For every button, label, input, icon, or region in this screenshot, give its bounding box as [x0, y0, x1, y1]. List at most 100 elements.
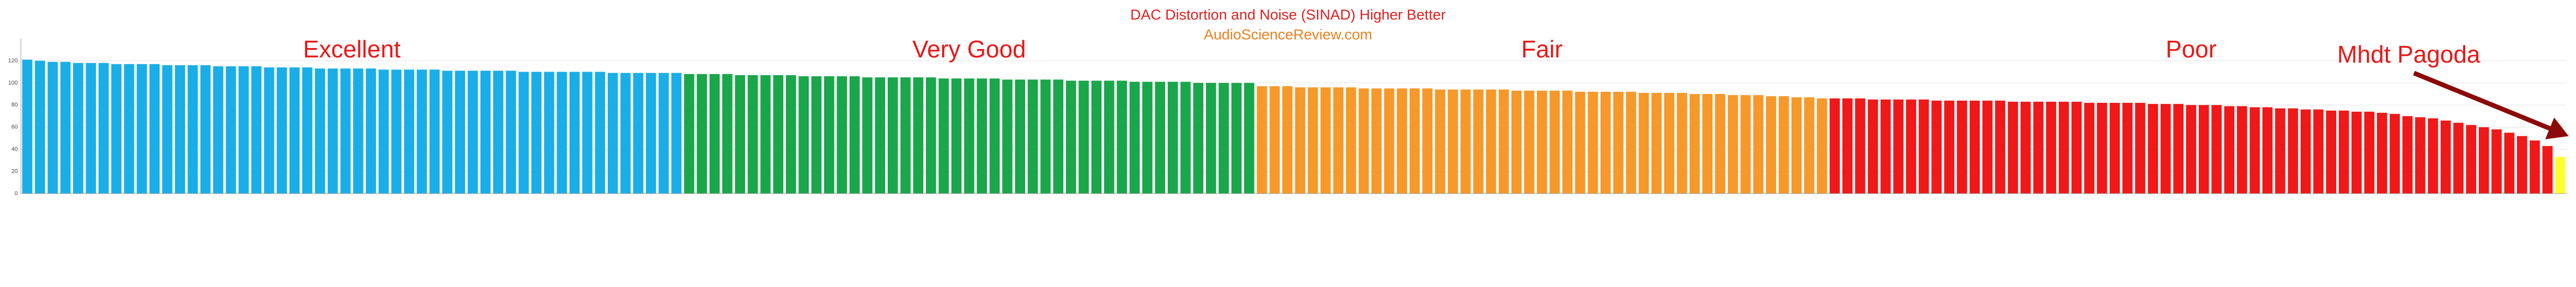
bar [1473, 89, 1483, 194]
group-label: Very Good [912, 35, 1026, 63]
bar [1829, 98, 1840, 194]
bar [73, 63, 84, 194]
bar [2377, 113, 2387, 194]
bar [429, 69, 440, 194]
bar [697, 74, 707, 194]
bar [1027, 79, 1038, 194]
bar [2504, 133, 2515, 194]
bar [2059, 101, 2069, 194]
bar [1893, 99, 1904, 194]
bar [824, 76, 834, 194]
bar [1791, 97, 1802, 194]
bar [977, 78, 987, 194]
bar [1740, 95, 1751, 194]
arrow-head [2545, 117, 2569, 139]
bar [1957, 100, 1967, 194]
bar [1626, 91, 1637, 194]
bar [353, 68, 364, 194]
bar [1053, 79, 1064, 194]
bar [1499, 89, 1509, 194]
bar [2211, 105, 2222, 194]
bar [1855, 98, 1865, 194]
bar [188, 65, 198, 194]
bar [1779, 96, 1789, 194]
bar [468, 70, 478, 194]
bar [328, 68, 338, 194]
bar [2453, 123, 2464, 194]
bar [506, 70, 516, 194]
bar [658, 73, 669, 194]
bar [2198, 105, 2209, 194]
bar [1995, 100, 2005, 194]
bar [1766, 96, 1777, 194]
bar [1371, 88, 1382, 194]
bar [404, 69, 414, 194]
bar [1091, 80, 1102, 194]
y-tick-label: 100 [8, 80, 18, 86]
bar [875, 77, 886, 194]
bar [1575, 91, 1585, 194]
bar [2173, 104, 2184, 194]
bar [251, 66, 262, 194]
bar [2478, 127, 2489, 194]
bar [951, 78, 962, 194]
bar [1982, 100, 1993, 194]
bar [2428, 118, 2438, 194]
bar [2529, 140, 2540, 194]
bar [1257, 86, 1267, 194]
bar [149, 64, 160, 194]
bar [1613, 91, 1623, 194]
bar [162, 65, 172, 194]
bar [1282, 86, 1293, 194]
bar [620, 73, 631, 194]
bar [2122, 103, 2133, 194]
bar [1409, 88, 1420, 194]
chart-title: DAC Distortion and Noise (SINAD) Higher … [1130, 6, 1446, 22]
bar [2415, 117, 2426, 194]
bar [391, 69, 402, 194]
bar [709, 74, 720, 194]
bar [238, 66, 249, 194]
bar [493, 70, 504, 194]
bar [1511, 90, 1522, 194]
bar [747, 75, 758, 194]
bar [1677, 92, 1687, 194]
bar [900, 77, 911, 194]
bar [124, 64, 134, 194]
bar [2440, 120, 2451, 194]
bar [2084, 103, 2095, 194]
bar [1727, 95, 1738, 194]
bar [2097, 103, 2107, 194]
bar [1359, 88, 1369, 194]
bar [531, 71, 542, 194]
bar [378, 69, 389, 194]
bar [175, 65, 185, 194]
bar [913, 77, 924, 194]
y-tick-label: 40 [11, 146, 18, 152]
bar [1639, 92, 1649, 194]
bar [276, 67, 287, 194]
y-tick-label: 80 [11, 102, 18, 108]
bar [1345, 87, 1356, 194]
bar [340, 68, 351, 194]
bar [2008, 101, 2018, 194]
bar [60, 62, 71, 194]
bar [773, 75, 784, 194]
y-tick-label: 0 [15, 190, 18, 197]
bar [1104, 80, 1115, 194]
bar [455, 70, 466, 194]
bar [925, 77, 936, 194]
bar [1295, 87, 1305, 194]
bar [1600, 91, 1611, 194]
bar [760, 75, 771, 194]
bar [595, 71, 606, 194]
bar [1549, 90, 1560, 194]
bar [2237, 106, 2247, 194]
bar [862, 77, 873, 194]
bar [2224, 106, 2235, 194]
bar [302, 67, 312, 194]
bar [1460, 89, 1471, 194]
bar [1664, 92, 1675, 194]
